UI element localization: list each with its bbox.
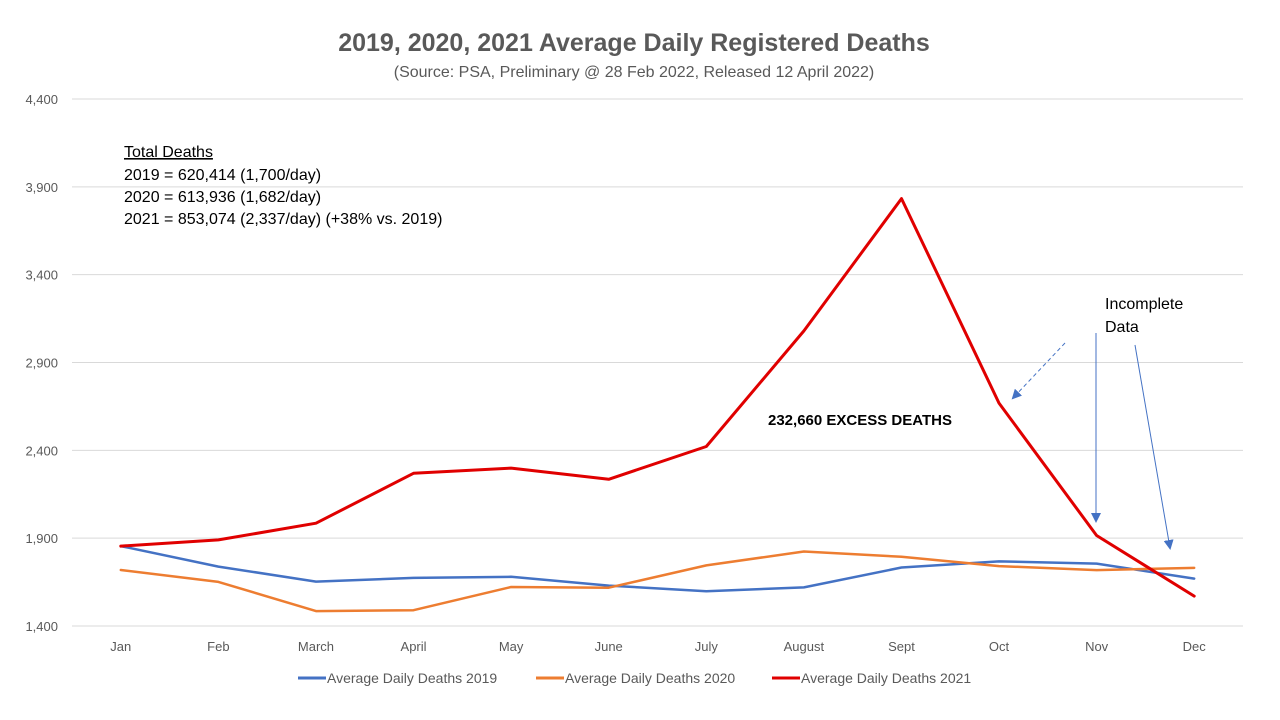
x-tick-label: Dec [1183, 639, 1207, 654]
data-point [900, 556, 902, 558]
excess-deaths-label: 232,660 EXCESS DEATHS [768, 412, 952, 429]
x-tick-label: Sept [888, 639, 915, 654]
series-line-2019 [119, 544, 1196, 593]
data-point [120, 569, 122, 571]
y-tick-label: 3,900 [25, 180, 58, 195]
data-point [413, 577, 415, 579]
total-deaths-line-2021: 2021 = 853,074 (2,337/day) (+38% vs. 201… [124, 211, 442, 228]
series-line-2021 [119, 197, 1196, 598]
data-point [608, 585, 610, 587]
data-point [608, 478, 610, 480]
y-tick-label: 1,900 [25, 531, 58, 546]
data-point [413, 472, 415, 474]
data-point [217, 539, 219, 541]
x-tick-label: Nov [1085, 639, 1109, 654]
data-point [705, 564, 707, 566]
data-point [510, 576, 512, 578]
data-point [803, 330, 805, 332]
total-deaths-line-2019: 2019 = 620,414 (1,700/day) [124, 167, 321, 184]
x-tick-label: May [499, 639, 524, 654]
data-point [413, 609, 415, 611]
data-point [803, 586, 805, 588]
excess-arrow [1011, 342, 1066, 400]
legend-label: Average Daily Deaths 2021 [801, 670, 971, 686]
series-layer [119, 197, 1196, 613]
x-tick-label: Feb [207, 639, 229, 654]
data-point [998, 565, 1000, 567]
legend-label: Average Daily Deaths 2019 [327, 670, 497, 686]
data-point [803, 551, 805, 553]
data-point [510, 586, 512, 588]
data-point [1193, 578, 1195, 580]
y-tick-label: 4,400 [25, 92, 58, 107]
total-deaths-line-2020: 2020 = 613,936 (1,682/day) [124, 189, 321, 206]
legend-item-2020: Average Daily Deaths 2020 [536, 670, 735, 686]
data-point [998, 402, 1000, 404]
x-tick-label: Oct [989, 639, 1010, 654]
total-deaths-note: Total Deaths 2019 = 620,414 (1,700/day) … [124, 144, 442, 228]
y-tick-label: 1,400 [25, 619, 58, 634]
data-point [1096, 535, 1098, 537]
data-point [510, 467, 512, 469]
data-point [1096, 569, 1098, 571]
legend-item-2019: Average Daily Deaths 2019 [298, 670, 497, 686]
x-tick-label: June [595, 639, 623, 654]
data-point [217, 581, 219, 583]
x-axis-ticks: Jan Feb March April May June July August Sept Oct… [110, 639, 1206, 654]
x-tick-label: March [298, 639, 334, 654]
data-point [1193, 595, 1195, 597]
x-tick-label: August [784, 639, 825, 654]
incomplete-data-label-line2: Data [1105, 319, 1139, 336]
data-point [900, 567, 902, 569]
data-point [315, 581, 317, 583]
data-point [120, 545, 122, 547]
data-point [315, 522, 317, 524]
grid-layer [72, 98, 1243, 627]
legend-item-2021: Average Daily Deaths 2021 [772, 670, 971, 686]
data-point [217, 566, 219, 568]
data-point [705, 445, 707, 447]
data-point [315, 610, 317, 612]
data-point [998, 560, 1000, 562]
chart-title: 2019, 2020, 2021 Average Daily Registere… [338, 29, 930, 57]
x-tick-label: Jan [110, 639, 131, 654]
incomplete-data-label-line1: Incomplete [1105, 296, 1183, 313]
total-deaths-heading: Total Deaths [124, 144, 213, 161]
series-line-2020 [119, 550, 1196, 613]
y-axis-ticks: 1,400 1,900 2,400 2,900 3,400 3,900 4,400 [25, 92, 58, 634]
data-point [1096, 563, 1098, 565]
y-tick-label: 3,400 [25, 268, 58, 283]
x-tick-label: July [695, 639, 719, 654]
chart-subtitle: (Source: PSA, Preliminary @ 28 Feb 2022,… [394, 64, 875, 81]
legend-label: Average Daily Deaths 2020 [565, 670, 735, 686]
y-tick-label: 2,400 [25, 443, 58, 458]
data-point [1193, 567, 1195, 569]
incomplete-arrow-dec [1134, 344, 1174, 550]
x-tick-label: April [401, 639, 427, 654]
legend: Average Daily Deaths 2019 Average Daily D… [298, 670, 971, 686]
data-point [900, 198, 902, 200]
data-point [608, 587, 610, 589]
data-point [705, 590, 707, 592]
y-tick-label: 2,900 [25, 356, 58, 371]
